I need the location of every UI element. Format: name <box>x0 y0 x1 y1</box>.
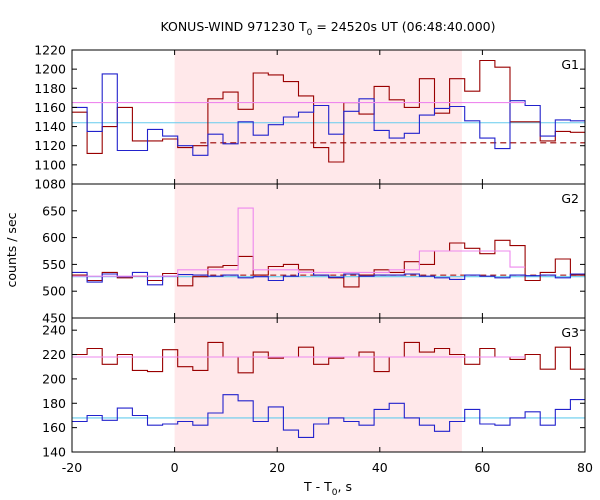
x-tick-label: 80 <box>577 460 593 475</box>
y-tick-label: 1080 <box>34 177 66 192</box>
y-tick-label: 200 <box>42 371 66 386</box>
x-tick-label: 60 <box>474 460 490 475</box>
y-tick-label: 450 <box>42 311 66 326</box>
x-axis-label: T - T0, s <box>303 479 352 498</box>
y-tick-label: 1200 <box>34 62 66 77</box>
panel-frame <box>71 317 586 453</box>
y-tick-label: 140 <box>42 445 66 460</box>
panel-label: G3 <box>561 325 579 340</box>
y-tick-label: 240 <box>42 323 66 338</box>
y-tick-label: 1180 <box>34 81 66 96</box>
shaded-interval <box>174 318 462 452</box>
series-red-line <box>72 239 585 290</box>
panel-label: G1 <box>561 57 579 72</box>
y-tick-label: 1120 <box>34 138 66 153</box>
x-axis-label-subscript: 0 <box>332 488 338 498</box>
panel-label: G2 <box>561 191 579 206</box>
series-red-line <box>72 341 585 374</box>
panel-plot-area <box>72 59 585 171</box>
y-tick-label: 500 <box>42 284 66 299</box>
y-tick-label: 1160 <box>34 100 66 115</box>
series-pink-line <box>72 207 526 277</box>
y-tick-label: 600 <box>42 230 66 245</box>
y-tick-label: 220 <box>42 347 66 362</box>
shaded-interval <box>174 184 462 318</box>
panel-g2: 450 500 550 600 650 G2 <box>42 183 586 326</box>
shaded-interval <box>174 50 462 184</box>
x-axis-tick-labels: -20 0 20 40 60 80 <box>62 460 593 475</box>
y-tick-label: 180 <box>42 396 66 411</box>
y-tick-label: 550 <box>42 257 66 272</box>
x-tick-label: 20 <box>269 460 285 475</box>
x-tick-label: 40 <box>372 460 388 475</box>
chart-title: KONUS-WIND 971230 T0 = 24520s UT (06:48:… <box>160 19 495 38</box>
panel-plot-area <box>72 341 585 438</box>
panel-g1: 1080 1100 1120 1140 1160 1180 1200 1220 G1 <box>34 43 586 192</box>
chart-panels: 1080 1100 1120 1140 1160 1180 1200 1220 G1 450 500… <box>34 43 586 460</box>
panel-plot-area <box>72 207 585 290</box>
y-tick-label: 1100 <box>34 157 66 172</box>
y-tick-label: 1220 <box>34 43 66 58</box>
x-tick-label: 0 <box>171 460 179 475</box>
y-tick-label: 160 <box>42 420 66 435</box>
y-tick-label: 1140 <box>34 119 66 134</box>
y-axis-label: counts / sec <box>4 212 19 287</box>
panel-g3: 140 160 180 200 220 240 G3 <box>42 317 586 460</box>
chart-title-subscript: 0 <box>307 28 313 38</box>
series-blue-line <box>72 73 585 156</box>
series-blue-line <box>72 394 585 438</box>
x-tick-label: -20 <box>62 460 82 475</box>
y-tick-label: 650 <box>42 203 66 218</box>
